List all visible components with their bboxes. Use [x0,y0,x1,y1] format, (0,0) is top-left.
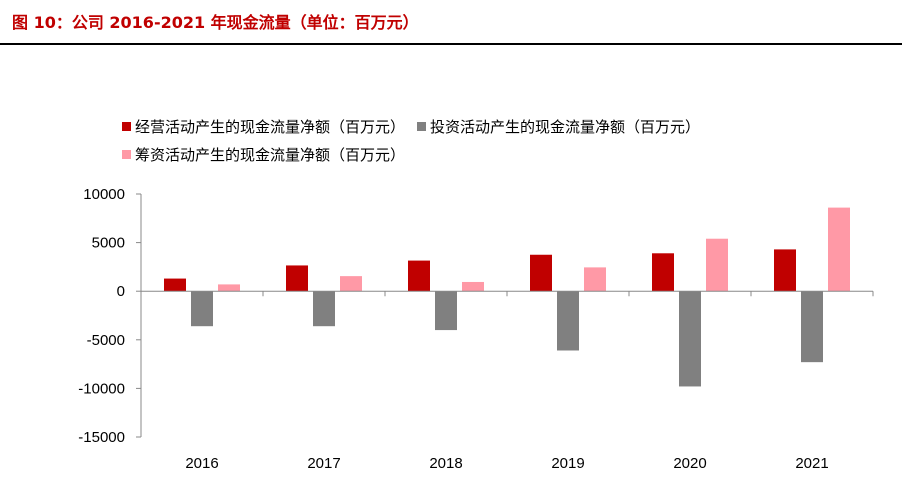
bar-investing-2017 [313,291,335,327]
y-tick-label: 0 [117,283,125,300]
bar-operating-2017 [286,265,308,292]
legend-swatch-financing [122,149,131,159]
bar-operating-2021 [774,249,796,292]
bar-operating-2020 [652,253,674,292]
legend-item-operating: 经营活动产生的现金流量净额（百万元） [122,116,405,137]
legend-row-1: 经营活动产生的现金流量净额（百万元） 投资活动产生的现金流量净额（百万元） [122,112,712,140]
x-tick-label: 2020 [673,455,706,472]
bar-financing-2021 [828,207,850,292]
y-tick-label: -10000 [78,380,125,397]
bar-investing-2018 [435,291,457,331]
y-tick-label: -5000 [87,332,125,349]
bar-financing-2016 [218,284,240,292]
bar-financing-2017 [340,276,362,292]
bar-operating-2016 [164,278,186,292]
bar-operating-2019 [530,254,552,292]
legend-label-operating: 经营活动产生的现金流量净额（百万元） [135,117,406,136]
legend-item-investing: 投资活动产生的现金流量净额（百万元） [417,116,700,137]
title-divider [0,43,902,45]
bar-financing-2018 [462,281,484,292]
legend-label-investing: 投资活动产生的现金流量净额（百万元） [430,117,701,136]
figure-title: 图 10：公司 2016-2021 年现金流量（单位：百万元） [12,13,419,32]
bar-investing-2020 [679,291,701,387]
y-tick-label: -15000 [78,429,125,446]
x-tick-label: 2021 [795,455,828,472]
y-tick-label: 5000 [92,235,125,252]
y-tick-label: 10000 [83,186,125,203]
legend-swatch-operating [122,121,131,131]
chart-legend: 经营活动产生的现金流量净额（百万元） 投资活动产生的现金流量净额（百万元） 筹资… [122,112,712,168]
x-tick-label: 2019 [551,455,584,472]
bar-financing-2020 [706,238,728,292]
legend-label-financing: 筹资活动产生的现金流量净额（百万元） [135,145,406,164]
bar-investing-2021 [801,291,823,363]
bar-operating-2018 [408,260,430,292]
x-tick-label: 2016 [185,455,218,472]
x-tick-label: 2017 [307,455,340,472]
legend-swatch-investing [417,121,427,131]
bar-investing-2016 [191,291,213,327]
bar-financing-2019 [584,267,606,292]
legend-row-2: 筹资活动产生的现金流量净额（百万元） [122,140,712,168]
x-tick-label: 2018 [429,455,462,472]
bar-investing-2019 [557,291,579,351]
legend-item-financing: 筹资活动产生的现金流量净额（百万元） [122,144,405,165]
